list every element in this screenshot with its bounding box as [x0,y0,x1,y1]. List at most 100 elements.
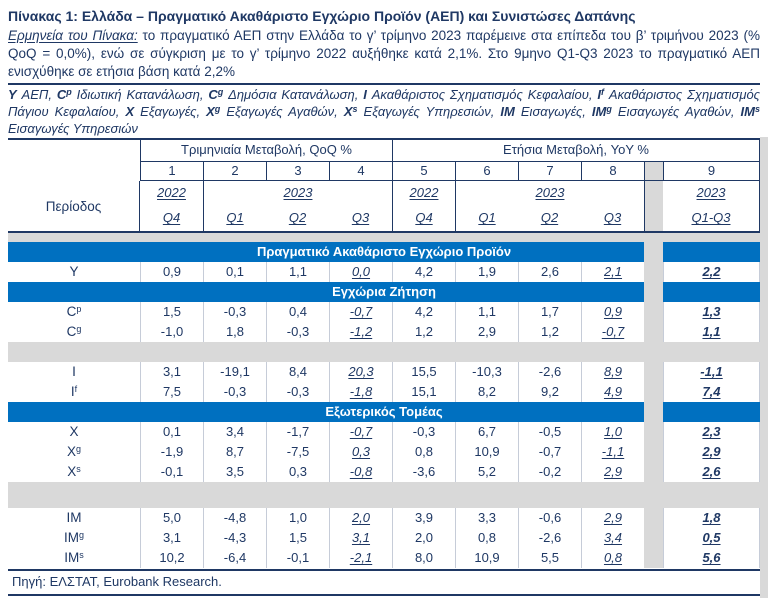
value-cell: 0,1 [203,262,266,282]
quarter-header: Q3 [329,206,392,231]
value-cell: 1,7 [518,302,581,322]
value-cell: -0,7 [329,302,392,322]
highlighted-value: 7,4 [702,384,721,399]
row-label: Cg [66,324,82,339]
value-cell: 7,4 [663,382,760,402]
value-cell: -1,0 [140,322,203,342]
highlighted-value: 0,3 [351,444,371,459]
value-cell: 1,1 [663,322,760,342]
quarter-header: Q2 [518,206,581,231]
section-band-bg [8,282,644,302]
value-cell: 2,9 [581,508,644,528]
page-margin [760,137,768,598]
value-cell: 8,7 [203,442,266,462]
highlighted-value: 2,9 [702,444,721,459]
highlighted-value: 2,2 [702,264,721,279]
value-cell: 8,4 [266,362,329,382]
value-cell: -0,7 [518,442,581,462]
value-cell: 2,0 [392,528,455,548]
row-label: I [72,364,76,379]
value-cell: 5,2 [455,462,518,482]
highlighted-value: 4,9 [603,384,623,399]
data-row: Xg -1,9 8,7 -7,5 0,3 0,8 10,9 -0,7 -1,1 2,9 [8,442,760,462]
value-cell: 0,9 [581,302,644,322]
column-gap [644,262,663,282]
group-separator [8,482,760,508]
data-row: IM 5,0 -4,8 1,0 2,0 3,9 3,3 -0,6 2,9 1,8 [8,508,760,528]
value-cell: -1,9 [140,442,203,462]
highlighted-value: 0,0 [351,264,371,279]
value-cell: -0,1 [266,548,329,568]
value-cell: 3,9 [392,508,455,528]
quarter-label: Q2 [540,210,559,225]
column-gap [644,181,663,206]
row-label: X [69,424,79,439]
column-gap [644,242,663,262]
highlighted-value: -2,1 [349,550,373,565]
section-band-bg [663,402,760,422]
value-cell: -1,2 [329,322,392,342]
year-quarter-headers: 2022 2023 2022 2023 2023 Q4 Q1 Q2 Q3 Q4 Q1 Q2 Q3 Q1-… [140,181,760,231]
year-header: 2023 [203,181,392,206]
value-cell: 1,2 [392,322,455,342]
divider [8,569,760,571]
data-table: Τριμηνιαία Μεταβολή, QoQ % Ετήσια Μεταβο… [8,140,760,596]
year-label: 2023 [535,185,565,200]
legend-symbol: Cg [208,87,224,102]
highlighted-value: 3,4 [603,530,623,545]
year-label: 2023 [696,185,726,200]
column-number: 4 [329,161,392,181]
value-cell: -2,6 [518,528,581,548]
value-cell: 5,6 [663,548,760,568]
quarter-header: Q1 [203,206,266,231]
interpretation-label: Ερμηνεία του Πίνακα: [8,28,138,43]
value-cell: 10,9 [455,442,518,462]
value-cell: -0,7 [329,422,392,442]
highlighted-value: -1,1 [601,444,625,459]
value-cell: 0,1 [140,422,203,442]
section-band: Πραγματικό Ακαθάριστο Εγχώριο Προϊόν [8,242,760,262]
value-cell: 10,2 [140,548,203,568]
value-cell: 4,2 [392,262,455,282]
value-cell: -0,2 [518,462,581,482]
quarter-label: Q3 [603,210,622,225]
highlighted-value: 8,9 [603,364,623,379]
divider [8,83,760,85]
corner-cell [8,161,140,181]
quarter-header: Q4 [140,206,203,231]
legend-symbol: Cp [56,87,72,102]
row-label: IM [66,510,82,525]
section-band: Εξωτερικός Τομέας [8,402,760,422]
column-gap [644,322,663,342]
value-cell: 3,1 [329,528,392,548]
quarter-label: Q1 [478,210,496,225]
quarter-label: Q2 [288,210,307,225]
data-row: IMs 10,2 -6,4 -0,1 -2,1 8,0 10,9 5,5 0,8 5,6 [8,548,760,568]
column-gap [644,282,663,302]
section-band-label: Εγχώρια Ζήτηση [332,284,436,299]
value-cell: 0,8 [581,548,644,568]
value-cell: 2,9 [455,322,518,342]
value-cell: 3,1 [140,528,203,548]
value-cell: -0,8 [329,462,392,482]
row-label: IMg [63,530,84,545]
year-label: 2023 [283,185,313,200]
quarter-label: Q4 [415,210,433,225]
legend-symbol: Y [8,87,17,102]
value-cell: -0,3 [266,322,329,342]
divider [8,138,760,140]
value-cell: 2,2 [663,262,760,282]
column-gap [644,161,663,181]
quarter-header-row: Q4 Q1 Q2 Q3 Q4 Q1 Q2 Q3 Q1-Q3 [140,206,760,231]
value-cell: -2,1 [329,548,392,568]
quarter-header: Q2 [266,206,329,231]
column-gap [644,382,663,402]
value-cell: 1,5 [140,302,203,322]
value-cell: 0,0 [329,262,392,282]
column-number: 2 [203,161,266,181]
year-header-row: 2022 2023 2022 2023 2023 [140,181,760,206]
data-row: IMg 3,1 -4,3 1,5 3,1 2,0 0,8 -2,6 3,4 0,5 [8,528,760,548]
value-cell: -1,1 [663,362,760,382]
period-header-row: Περίοδος 2022 2023 2022 2023 2023 Q4 Q1 Q2 Q3 Q4… [8,181,760,233]
